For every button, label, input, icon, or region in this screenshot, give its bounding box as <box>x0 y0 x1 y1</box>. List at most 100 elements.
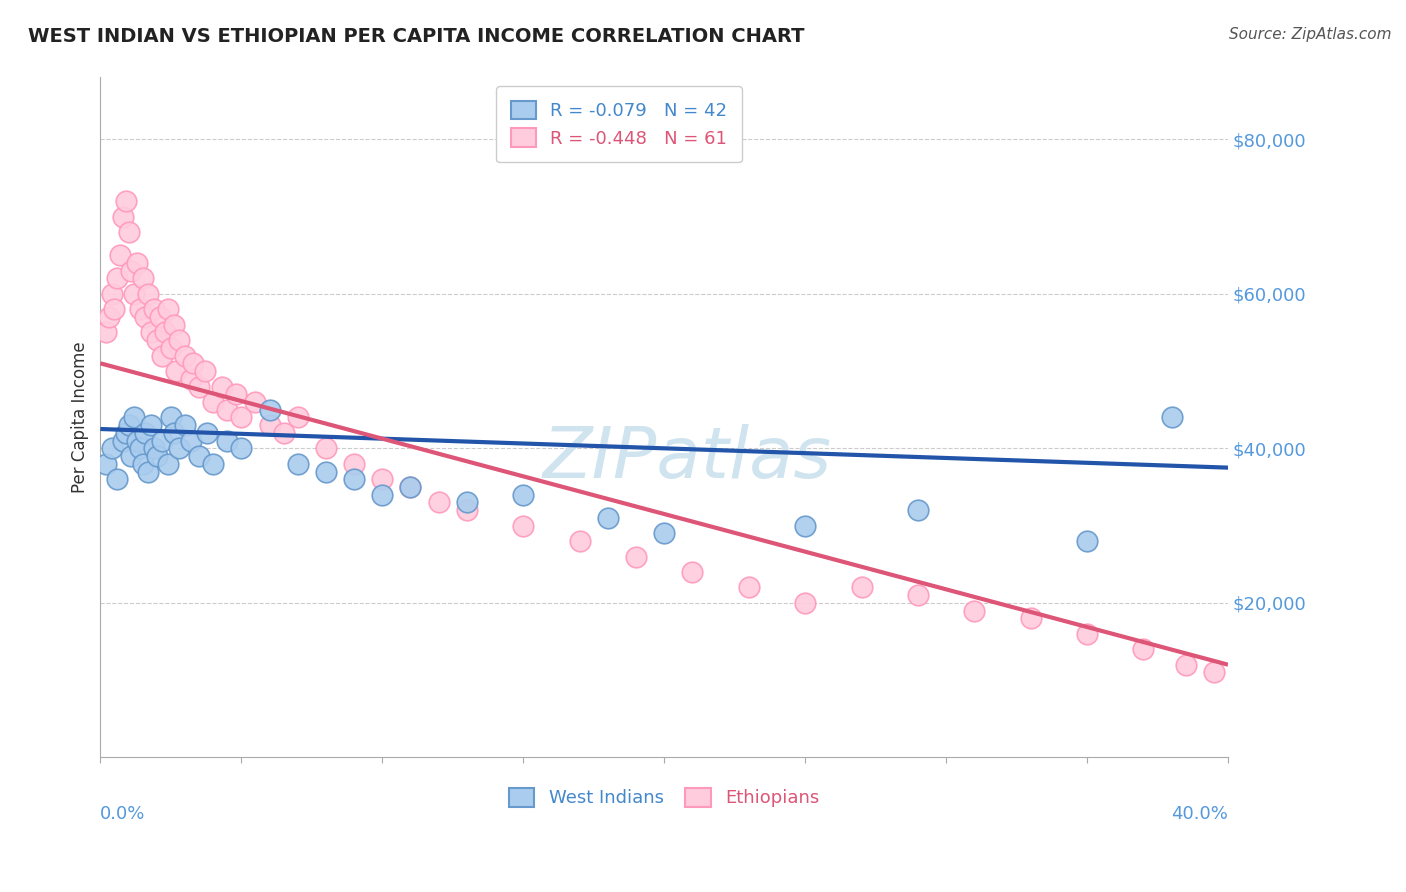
Point <box>652 526 675 541</box>
Point <box>225 387 247 401</box>
Text: Source: ZipAtlas.com: Source: ZipAtlas.com <box>1229 27 1392 42</box>
Point <box>169 333 191 347</box>
Point <box>100 442 122 456</box>
Point <box>163 318 186 332</box>
Point <box>202 395 225 409</box>
Point <box>456 495 478 509</box>
Point <box>596 511 619 525</box>
Point <box>259 402 281 417</box>
Point <box>273 425 295 440</box>
Text: WEST INDIAN VS ETHIOPIAN PER CAPITA INCOME CORRELATION CHART: WEST INDIAN VS ETHIOPIAN PER CAPITA INCO… <box>28 27 804 45</box>
Point <box>174 418 197 433</box>
Point <box>163 425 186 440</box>
Point <box>131 271 153 285</box>
Point <box>114 425 136 440</box>
Point <box>145 333 167 347</box>
Point <box>105 472 128 486</box>
Point <box>183 356 205 370</box>
Point <box>139 418 162 433</box>
Point <box>738 581 761 595</box>
Point <box>111 434 134 448</box>
Point <box>150 434 173 448</box>
Point <box>624 549 647 564</box>
Point <box>153 326 176 340</box>
Point <box>1076 534 1098 549</box>
Point <box>399 480 422 494</box>
Point <box>145 449 167 463</box>
Point <box>103 302 125 317</box>
Point <box>108 248 131 262</box>
Point <box>794 596 817 610</box>
Point <box>1174 657 1197 672</box>
Point <box>160 410 183 425</box>
Point <box>134 310 156 324</box>
Point <box>287 410 309 425</box>
Point <box>94 326 117 340</box>
Point <box>568 534 591 549</box>
Point <box>117 418 139 433</box>
Point <box>245 395 267 409</box>
Point <box>197 425 219 440</box>
Point <box>1076 627 1098 641</box>
Point <box>156 457 179 471</box>
Point <box>125 434 148 448</box>
Point <box>1132 642 1154 657</box>
Point <box>148 310 170 324</box>
Point <box>174 349 197 363</box>
Point <box>851 581 873 595</box>
Point <box>142 302 165 317</box>
Point <box>156 302 179 317</box>
Point <box>122 410 145 425</box>
Point <box>681 565 703 579</box>
Y-axis label: Per Capita Income: Per Capita Income <box>72 342 89 493</box>
Point <box>160 341 183 355</box>
Point <box>180 372 202 386</box>
Legend: West Indians, Ethiopians: West Indians, Ethiopians <box>501 779 828 816</box>
Point <box>399 480 422 494</box>
Point <box>94 457 117 471</box>
Point <box>512 488 534 502</box>
Point <box>128 442 150 456</box>
Point <box>343 457 366 471</box>
Point <box>131 457 153 471</box>
Point <box>1160 410 1182 425</box>
Point <box>105 271 128 285</box>
Point <box>512 518 534 533</box>
Point <box>456 503 478 517</box>
Point <box>1202 665 1225 680</box>
Point <box>287 457 309 471</box>
Point <box>120 263 142 277</box>
Point <box>371 472 394 486</box>
Point <box>907 588 929 602</box>
Point <box>139 326 162 340</box>
Point <box>343 472 366 486</box>
Point <box>963 604 986 618</box>
Point <box>120 449 142 463</box>
Point <box>136 286 159 301</box>
Point <box>315 465 337 479</box>
Text: ZIPatlas: ZIPatlas <box>543 424 831 492</box>
Point <box>202 457 225 471</box>
Point <box>907 503 929 517</box>
Point <box>100 286 122 301</box>
Point <box>188 449 211 463</box>
Point <box>217 434 239 448</box>
Point <box>794 518 817 533</box>
Point <box>427 495 450 509</box>
Point <box>150 349 173 363</box>
Point <box>122 286 145 301</box>
Point <box>142 442 165 456</box>
Point <box>231 410 253 425</box>
Point <box>259 418 281 433</box>
Text: 0.0%: 0.0% <box>100 805 146 823</box>
Point <box>194 364 217 378</box>
Point <box>188 379 211 393</box>
Point <box>166 364 188 378</box>
Point <box>211 379 233 393</box>
Point <box>111 210 134 224</box>
Point <box>97 310 120 324</box>
Point <box>217 402 239 417</box>
Point <box>315 442 337 456</box>
Text: 40.0%: 40.0% <box>1171 805 1227 823</box>
Point <box>136 465 159 479</box>
